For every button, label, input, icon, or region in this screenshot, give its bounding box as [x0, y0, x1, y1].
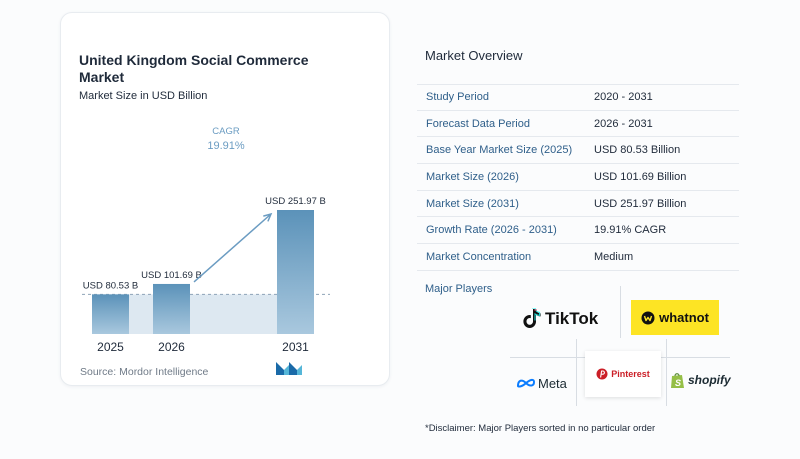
players-title: Major Players: [425, 283, 493, 295]
category-label: 2025: [97, 340, 124, 354]
bar-2031: [277, 210, 314, 334]
meta-infinity-icon: [516, 378, 536, 388]
cagr-value: 19.91%: [207, 140, 245, 152]
meta-wordmark: Meta: [538, 375, 567, 391]
grid-divider: [620, 286, 621, 338]
cagr-arrow-line: [193, 213, 272, 283]
overview-label: Market Size (2031): [426, 197, 519, 210]
bar-value-label: USD 101.69 B: [141, 270, 202, 281]
bar-value-label: USD 251.97 B: [265, 196, 326, 207]
chart-subtitle: Market Size in USD Billion: [79, 90, 208, 102]
overview-label: Study Period: [426, 91, 489, 104]
overview-label: Forecast Data Period: [426, 117, 530, 130]
overview-value: 2020 - 2031: [594, 91, 653, 104]
overview-value: 19.91% CAGR: [594, 224, 667, 237]
disclaimer: *Disclaimer: Major Players sorted in no …: [425, 423, 656, 434]
overview-label: Base Year Market Size (2025): [426, 144, 573, 157]
mordor-logo-icon: [276, 362, 302, 375]
overview-title: Market Overview: [425, 48, 523, 63]
pinterest-logo: Pinterest: [585, 351, 661, 397]
cagr-arrowhead: [263, 212, 273, 222]
bar-chart: USD 80.53 B 2025 USD 101.69 B 2026 USD 251.9…: [82, 126, 330, 354]
shopify-logo: S shopify: [670, 369, 731, 391]
overview-value: 2026 - 2031: [594, 117, 653, 130]
overview-row: Market Size (2026) USD 101.69 Billion: [417, 164, 739, 191]
overview-row: Growth Rate (2026 - 2031) 19.91% CAGR: [417, 217, 739, 245]
shopify-wordmark: shopify: [688, 373, 731, 387]
category-label: 2026: [158, 340, 185, 354]
overview-row: Market Size (2031) USD 251.97 Billion: [417, 191, 739, 218]
overview-value: USD 80.53 Billion: [594, 144, 681, 157]
overview-value: USD 101.69 Billion: [594, 170, 687, 183]
bar-value-label: USD 80.53 B: [83, 280, 138, 291]
pinterest-wordmark: Pinterest: [611, 369, 650, 379]
bar-2026: [153, 283, 190, 334]
overview-value: Medium: [594, 250, 634, 263]
bar-2025: [92, 294, 129, 334]
overview-label: Growth Rate (2026 - 2031): [426, 224, 557, 237]
source-note: Source: Mordor Intelligence: [80, 366, 209, 378]
whatnot-badge-icon: [641, 311, 655, 324]
overview-table: Study Period 2020 - 2031 Forecast Data P…: [417, 84, 739, 271]
shopify-bag-icon: S: [671, 372, 684, 388]
category-label: 2031: [282, 340, 309, 354]
overview-value: USD 251.97 Billion: [594, 197, 687, 210]
cagr-label: CAGR: [212, 126, 240, 137]
chart-title: United Kingdom Social Commerce Market: [79, 52, 309, 85]
whatnot-logo: whatnot: [631, 300, 719, 335]
grid-divider: [666, 339, 667, 406]
tiktok-logo: TikTok: [522, 306, 598, 332]
overview-label: Market Size (2026): [426, 170, 519, 183]
overview-label: Market Concentration: [426, 250, 532, 263]
grid-divider: [576, 339, 577, 406]
whatnot-wordmark: whatnot: [659, 310, 709, 325]
tiktok-wordmark: TikTok: [545, 309, 599, 328]
pinterest-p-icon: [596, 368, 608, 380]
tiktok-note-icon: [523, 308, 541, 328]
overview-row: Study Period 2020 - 2031: [417, 84, 739, 111]
svg-text:S: S: [675, 378, 681, 388]
overview-row: Market Concentration Medium: [417, 244, 739, 271]
overview-row: Forecast Data Period 2026 - 2031: [417, 111, 739, 138]
overview-row: Base Year Market Size (2025) USD 80.53 B…: [417, 137, 739, 165]
meta-logo: Meta: [516, 373, 567, 393]
